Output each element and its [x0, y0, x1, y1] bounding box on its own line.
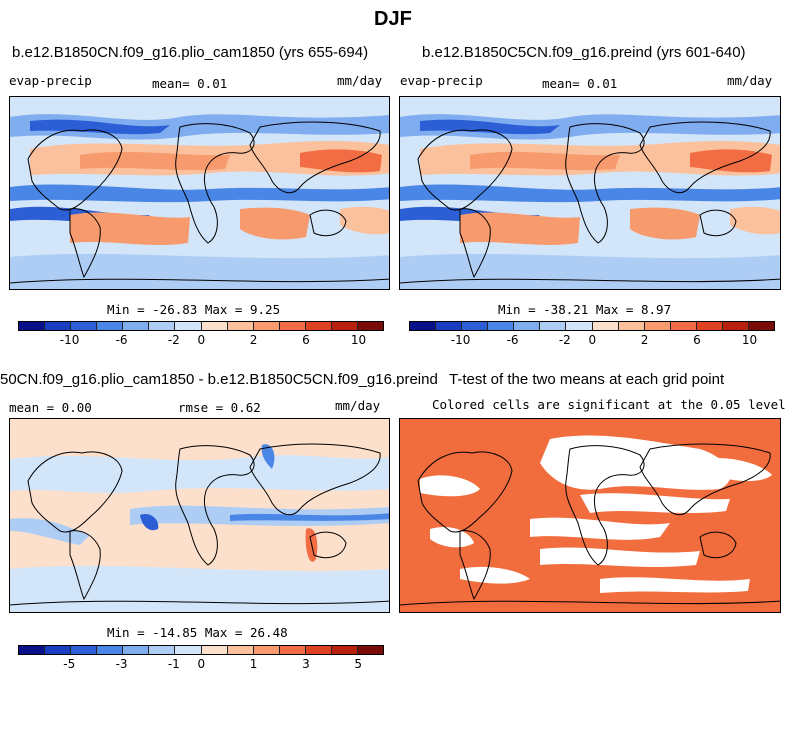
colorbar-swatch — [305, 322, 332, 330]
colorbar-swatch — [331, 646, 359, 654]
colorbar-tick-label: -6 — [506, 333, 519, 347]
colorbar-swatch — [45, 646, 72, 654]
panel3-title: 50CN.f09_g16.plio_cam1850 - b.e12.B1850C… — [0, 371, 438, 388]
panel1-title: b.e12.B1850CN.f09_g16.plio_cam1850 (yrs … — [12, 44, 369, 61]
panel3-minmax: Min = -14.85 Max = 26.48 — [107, 625, 288, 640]
colorbar-swatch — [331, 322, 359, 330]
panel3-rmse-label: rmse = 0.62 — [178, 400, 261, 415]
colorbar-tick-label: 10 — [350, 333, 367, 347]
panel1-map — [9, 96, 390, 290]
colorbar-swatch — [123, 322, 150, 330]
colorbar-tick-label: -3 — [115, 657, 128, 671]
colorbar-swatch — [305, 646, 332, 654]
colorbar-tick-label: -2 — [167, 333, 180, 347]
colorbar-swatch — [227, 322, 254, 330]
colorbar-swatch — [514, 322, 541, 330]
panel3-mean-label: mean = 0.00 — [9, 400, 92, 415]
colorbar-swatch — [19, 322, 46, 330]
colorbar-swatch — [358, 322, 384, 330]
colorbar-tick-label: -2 — [558, 333, 571, 347]
panel3-map-graphic — [10, 419, 389, 612]
colorbar-swatch — [488, 322, 515, 330]
panel2-mean-label: mean= 0.01 — [542, 76, 618, 91]
colorbar-tick-label: 0 — [197, 333, 206, 347]
colorbar-swatch — [45, 322, 72, 330]
colorbar-swatch — [253, 646, 280, 654]
colorbar-swatch — [71, 322, 98, 330]
panel4-title: T-test of the two means at each grid poi… — [449, 371, 725, 388]
colorbar-swatch — [618, 322, 645, 330]
colorbar-swatch — [696, 322, 723, 330]
colorbar-tick-label: 6 — [302, 333, 310, 347]
panel2-map-graphic — [400, 97, 780, 289]
colorbar-swatch — [149, 322, 176, 330]
colorbar-swatch — [722, 322, 750, 330]
colorbar-swatch — [97, 646, 124, 654]
panel1-mean-label: mean= 0.01 — [152, 76, 228, 91]
colorbar-tick-label: -10 — [59, 333, 80, 347]
colorbar-tick-label: 10 — [741, 333, 758, 347]
colorbar-swatch — [253, 322, 280, 330]
panel1-map-graphic — [10, 97, 389, 289]
colorbar-swatch — [175, 646, 202, 654]
colorbar-swatch — [227, 646, 254, 654]
colorbar-swatch — [410, 322, 437, 330]
colorbar-tick-label: 3 — [302, 657, 310, 671]
colorbar-tick-label: 0 — [197, 657, 206, 671]
colorbar-tick-label: 6 — [693, 333, 701, 347]
colorbar-swatch — [749, 322, 775, 330]
colorbar-swatch — [670, 322, 697, 330]
colorbar-tick-label: 1 — [249, 657, 258, 671]
colorbar-tick-label: 0 — [588, 333, 597, 347]
colorbar-tick-label: -6 — [115, 333, 128, 347]
colorbar-swatch — [566, 322, 593, 330]
colorbar-swatch — [175, 322, 202, 330]
panel1-units-label: mm/day — [337, 73, 383, 88]
panel4-map — [399, 418, 781, 613]
panel2-colorbar — [409, 321, 775, 331]
panel2-minmax: Min = -38.21 Max = 8.97 — [498, 302, 672, 317]
panel1-variable-label: evap-precip — [9, 73, 92, 88]
colorbar-swatch — [201, 322, 228, 330]
colorbar-swatch — [19, 646, 46, 654]
panel2-variable-label: evap-precip — [400, 73, 483, 88]
figure-title: DJF — [374, 8, 412, 30]
colorbar-swatch — [592, 322, 619, 330]
colorbar-tick-label: -10 — [450, 333, 471, 347]
panel1-minmax: Min = -26.83 Max = 9.25 — [107, 302, 281, 317]
panel4-map-graphic — [400, 419, 780, 612]
colorbar-tick-label: -1 — [167, 657, 180, 671]
panel3-units-label: mm/day — [335, 398, 381, 413]
colorbar-tick-label: 2 — [640, 333, 649, 347]
panel4-subtitle: Colored cells are significant at the 0.0… — [432, 397, 786, 412]
colorbar-swatch — [436, 322, 463, 330]
colorbar-swatch — [201, 646, 228, 654]
colorbar-tick-label: 5 — [354, 657, 362, 671]
colorbar-swatch — [644, 322, 671, 330]
panel2-units-label: mm/day — [727, 73, 773, 88]
colorbar-swatch — [71, 646, 98, 654]
ttest-coastlines — [400, 443, 780, 606]
colorbar-swatch — [462, 322, 489, 330]
colorbar-swatch — [540, 322, 567, 330]
colorbar-tick-label: 2 — [249, 333, 258, 347]
panel3-map — [9, 418, 390, 613]
colorbar-swatch — [123, 646, 150, 654]
colorbar-swatch — [149, 646, 176, 654]
panel1-colorbar — [18, 321, 384, 331]
colorbar-tick-label: -5 — [63, 657, 76, 671]
colorbar-swatch — [358, 646, 384, 654]
ttest-nonsignificant-areas — [420, 435, 772, 593]
colorbar-swatch — [97, 322, 124, 330]
panel2-map — [399, 96, 781, 290]
colorbar-swatch — [279, 646, 306, 654]
panel3-colorbar — [18, 645, 384, 655]
colorbar-swatch — [279, 322, 306, 330]
panel2-title: b.e12.B1850C5CN.f09_g16.preind (yrs 601-… — [422, 44, 746, 61]
